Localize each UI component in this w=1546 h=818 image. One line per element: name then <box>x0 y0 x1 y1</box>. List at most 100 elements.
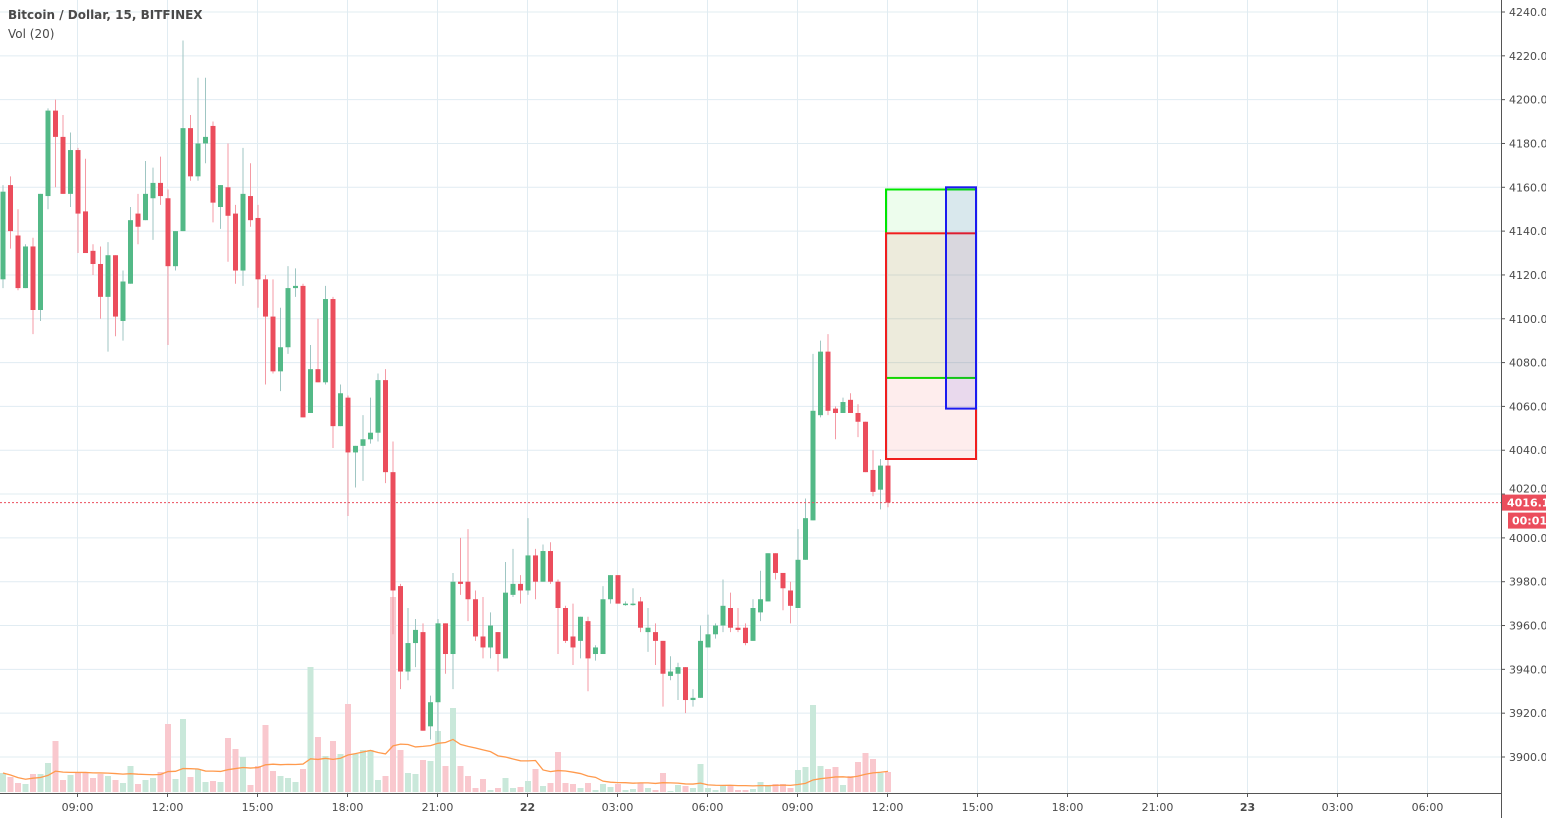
candle <box>15 209 21 291</box>
candle <box>780 572 786 611</box>
candle-body <box>420 632 426 731</box>
volume-bar <box>562 783 569 792</box>
volume-bar <box>540 786 546 792</box>
price-tick-label: 4180.0 <box>1509 137 1546 150</box>
candle <box>390 441 396 635</box>
candle-body <box>563 608 568 641</box>
rectangle-drawing[interactable] <box>945 186 977 410</box>
candle-body <box>345 397 351 453</box>
volume-indicator-label[interactable]: Vol (20) <box>8 27 55 41</box>
volume-bar <box>480 779 486 792</box>
candle <box>765 553 771 602</box>
volume-bar <box>607 787 614 792</box>
candle <box>428 695 433 740</box>
drawings[interactable] <box>885 186 977 460</box>
candle-body <box>113 255 118 317</box>
candle-body <box>660 640 666 674</box>
candle <box>323 285 328 385</box>
candle-body <box>743 627 748 644</box>
volume-bar <box>502 778 509 792</box>
volume-bar <box>210 781 216 792</box>
candle <box>383 369 388 484</box>
candle-body <box>105 255 111 297</box>
candle <box>855 404 861 438</box>
price-tick-label: 3940.0 <box>1509 663 1546 676</box>
candle <box>263 274 268 385</box>
volume-bar <box>382 776 389 792</box>
volume-bar <box>202 782 209 792</box>
candle-body <box>698 640 703 698</box>
volume-bar <box>187 777 194 792</box>
candle <box>45 108 51 210</box>
candle <box>210 121 216 223</box>
symbol-title[interactable]: Bitcoin / Dollar, 15, BITFINEX <box>8 8 203 22</box>
candle-body <box>600 599 606 655</box>
time-tick-label: 21:00 <box>1142 801 1174 814</box>
time-tick-label: 12:00 <box>872 801 904 814</box>
volume-bar <box>127 766 134 792</box>
candle <box>240 147 246 286</box>
candle-body <box>638 601 643 628</box>
candle <box>870 450 876 497</box>
candle-body <box>68 150 73 194</box>
volume-bar <box>217 782 224 792</box>
candle-body <box>713 625 718 635</box>
candle <box>233 204 238 284</box>
candle-body <box>608 575 613 600</box>
candle-body <box>285 288 291 348</box>
candle-body <box>840 402 846 413</box>
candle-body <box>878 465 883 490</box>
candle <box>593 645 598 661</box>
candle <box>38 193 43 321</box>
candle-body <box>863 421 868 473</box>
candle <box>750 599 756 641</box>
candle-body <box>98 263 103 297</box>
candle-body <box>263 279 268 317</box>
candle <box>98 246 103 319</box>
candle <box>608 575 613 604</box>
candle-body <box>510 583 516 595</box>
time-tick-label: 22 <box>520 801 535 814</box>
candle-body <box>428 702 433 727</box>
volume-bar <box>232 749 239 792</box>
candle-body <box>645 627 651 633</box>
candle <box>675 662 681 701</box>
candle-body <box>398 586 403 672</box>
candle-body <box>855 412 861 422</box>
candle <box>188 114 193 181</box>
volume-bar <box>112 780 119 792</box>
rectangle-drawing[interactable] <box>885 188 977 379</box>
candle <box>23 244 28 289</box>
volume-bar <box>570 784 576 792</box>
volume-bar <box>270 771 276 792</box>
price-tick-label: 3960.0 <box>1509 620 1546 633</box>
candle <box>743 623 748 646</box>
volume-bar <box>420 760 426 792</box>
volume-bar <box>765 786 771 792</box>
candle-body <box>383 380 388 473</box>
volume-bar <box>345 704 351 792</box>
candle-body <box>443 623 448 655</box>
volume-bar <box>15 783 21 792</box>
last-price-badge <box>1502 494 1546 511</box>
candle-body <box>255 217 261 280</box>
candle-body <box>120 281 126 321</box>
volume-bar <box>697 764 704 792</box>
candle-body <box>555 581 561 608</box>
volume-bar <box>0 773 6 792</box>
candle-body <box>803 518 808 560</box>
candle <box>510 548 516 598</box>
price-tick-label: 4120.0 <box>1509 269 1546 282</box>
volume-bar <box>307 667 314 792</box>
candle-body <box>135 213 141 227</box>
volume-bar <box>840 785 846 792</box>
candle-body <box>758 599 763 613</box>
candle <box>165 189 171 346</box>
candle <box>413 618 418 668</box>
candle <box>375 373 381 442</box>
volume-bar <box>90 778 96 792</box>
volume-bar <box>255 766 261 792</box>
volume-bar <box>547 783 554 792</box>
volume-bar <box>427 761 434 792</box>
